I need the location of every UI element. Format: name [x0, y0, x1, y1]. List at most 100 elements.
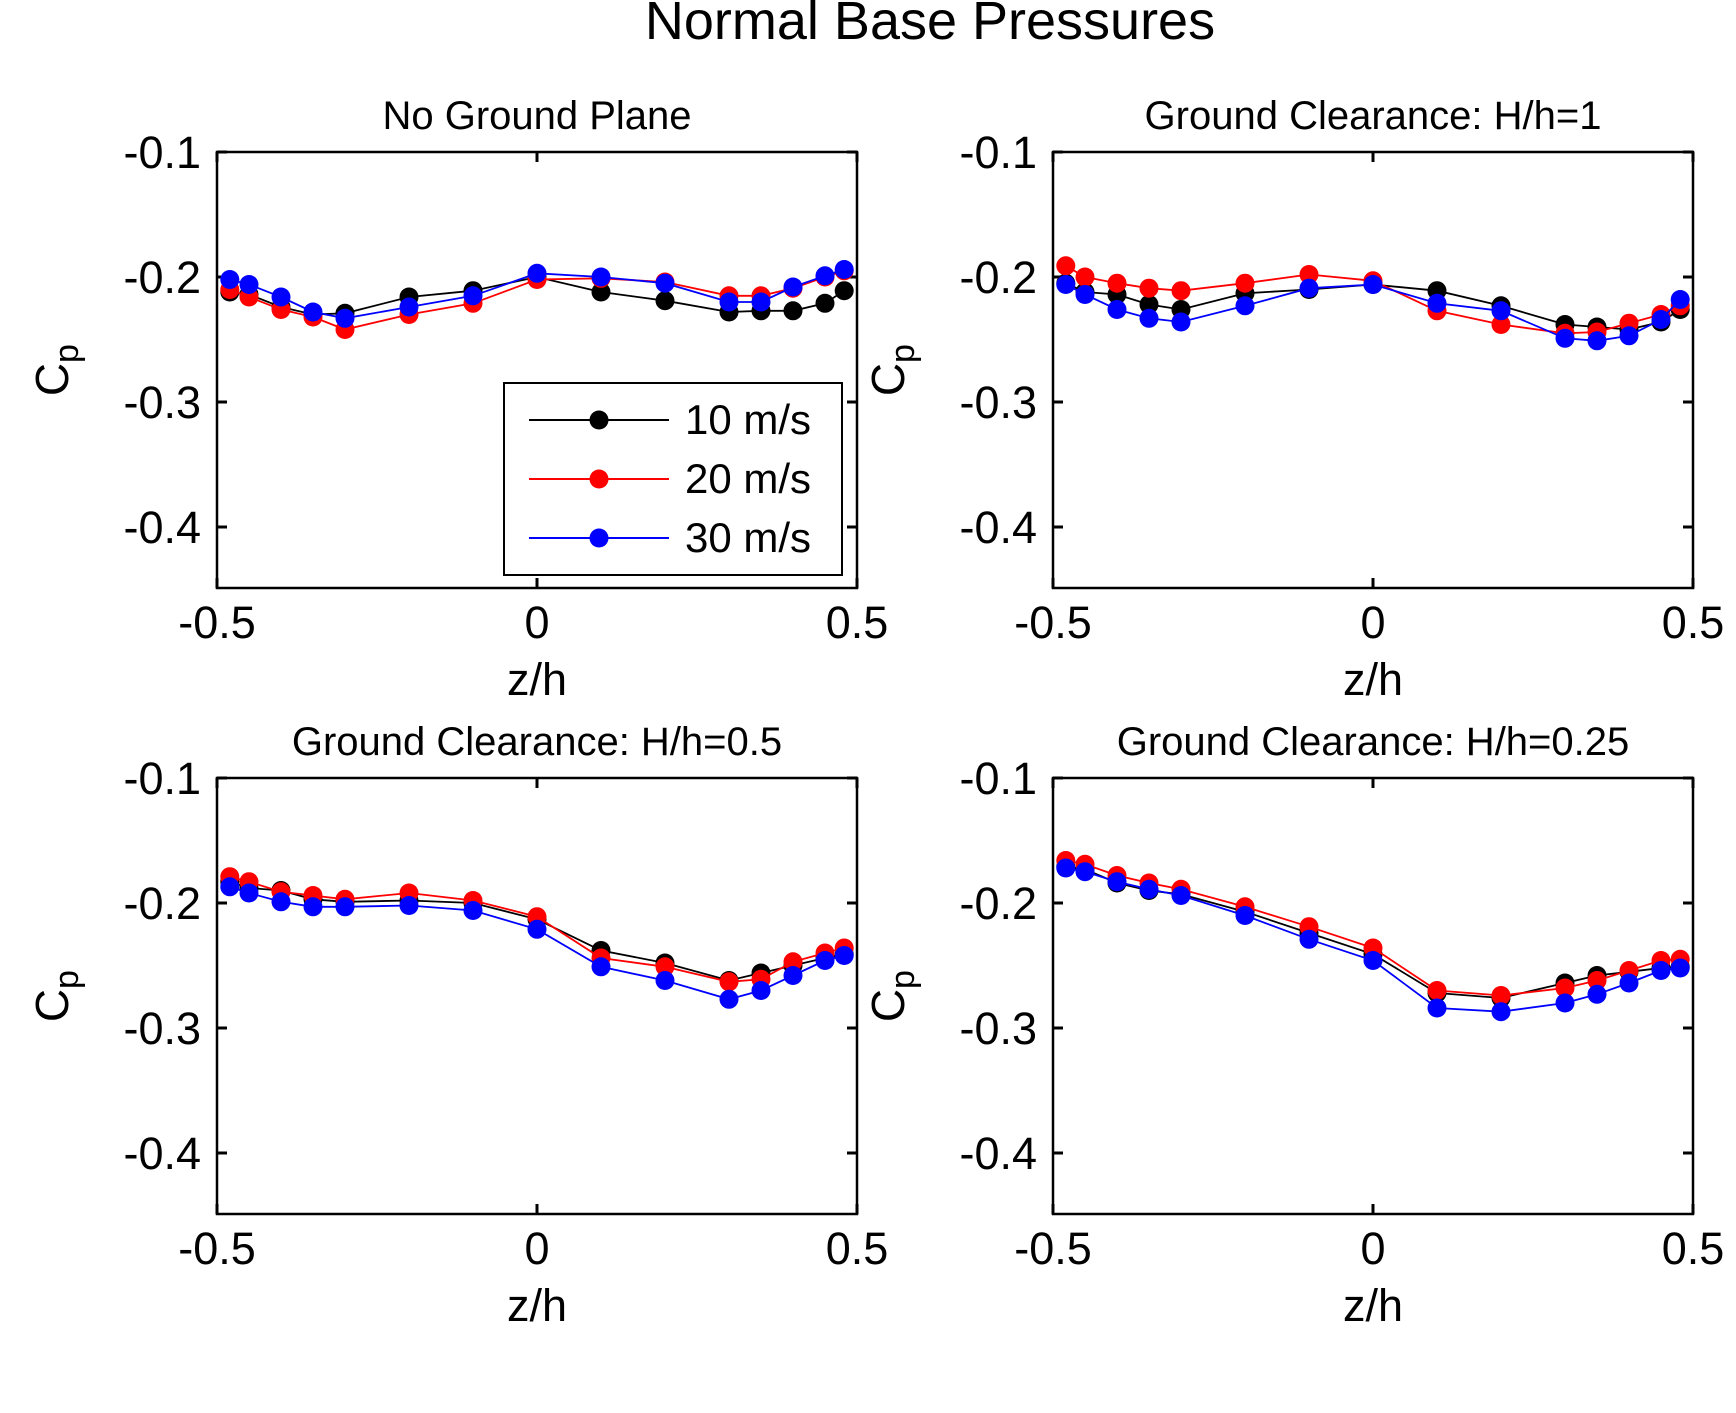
- subplot-title: No Ground Plane: [382, 94, 692, 138]
- data-point-marker: [1171, 281, 1191, 301]
- data-point-marker: [655, 957, 675, 977]
- legend-item-30ms: 30 m/s: [529, 514, 841, 562]
- y-tick-label: -0.4: [959, 1128, 1037, 1179]
- x-axis-label: z/h: [1342, 654, 1404, 705]
- data-point-marker: [719, 292, 739, 312]
- legend-item-20ms: 20 m/s: [529, 455, 841, 503]
- x-tick-label: -0.5: [178, 1223, 256, 1274]
- x-axis-label: z/h: [1342, 1280, 1404, 1331]
- data-point-marker: [1491, 986, 1511, 1005]
- data-point-marker: [1619, 326, 1639, 346]
- plot-area-ground-clearance-05: -0.5 0 0.5 -0.1 -0.2 -0.3 -0.4: [123, 753, 888, 1274]
- data-point-marker: [1619, 973, 1639, 993]
- data-point-marker: [1555, 978, 1575, 998]
- data-point-marker: [783, 301, 803, 321]
- legend-label-20ms: 20 m/s: [685, 454, 812, 502]
- y-axis-label: Cp: [25, 969, 87, 1023]
- data-point-marker: [1139, 879, 1159, 899]
- data-point-marker: [834, 946, 854, 965]
- data-point-marker: [1107, 273, 1127, 293]
- data-point-marker: [527, 919, 547, 939]
- data-point-marker: [527, 263, 547, 283]
- subplot-title: Ground Clearance: H/h=0.5: [291, 720, 783, 764]
- data-point-marker: [399, 896, 419, 915]
- data-point-marker: [591, 282, 611, 302]
- x-tick-label: 0: [524, 1223, 549, 1274]
- tick-labels: -0.5 0 0.5 -0.1 -0.2 -0.3 -0.4: [959, 127, 1724, 648]
- y-axis-label: Cp: [25, 343, 87, 397]
- series-20-m-s: [1056, 851, 1690, 1005]
- tick-labels: -0.5 0 0.5 -0.1 -0.2 -0.3 -0.4: [123, 753, 888, 1274]
- y-tick-label: -0.1: [123, 127, 201, 178]
- data-point-marker: [1299, 278, 1319, 298]
- data-point-marker: [239, 883, 259, 903]
- data-point-marker: [220, 270, 240, 289]
- data-point-marker: [1670, 290, 1690, 309]
- axis-box: [1051, 150, 1695, 590]
- legend-marker-20ms: [529, 469, 669, 489]
- y-tick-label: -0.1: [959, 753, 1037, 804]
- data-point-marker: [303, 897, 323, 917]
- x-tick-label: 0: [1360, 1223, 1385, 1274]
- y-tick-label: -0.2: [959, 878, 1037, 929]
- x-tick-label: -0.5: [1014, 597, 1092, 648]
- data-point-marker: [463, 901, 483, 920]
- y-tick-label: -0.2: [123, 878, 201, 929]
- data-point-marker: [655, 971, 675, 990]
- data-point-marker: [1555, 328, 1575, 348]
- x-tick-label: -0.5: [1014, 1223, 1092, 1274]
- x-tick-label: 0.5: [826, 597, 889, 648]
- plot-area-ground-clearance-1: -0.5 0 0.5 -0.1 -0.2 -0.3 -0.4: [959, 127, 1724, 648]
- data-point-marker: [1139, 278, 1159, 298]
- tick-labels: -0.5 0 0.5 -0.1 -0.2 -0.3 -0.4: [959, 753, 1724, 1274]
- data-point-marker: [1427, 998, 1447, 1018]
- data-point-marker: [783, 277, 803, 297]
- data-point-marker: [783, 966, 803, 985]
- y-tick-label: -0.4: [123, 1128, 201, 1179]
- plot-area-no-ground-plane: -0.5 0 0.5 -0.1 -0.2 -0.3 -0.4: [123, 127, 888, 648]
- data-point-marker: [335, 897, 355, 917]
- y-tick-label: -0.3: [959, 377, 1037, 428]
- data-point-marker: [271, 287, 291, 307]
- data-point-marker: [1107, 872, 1127, 892]
- data-point-marker: [303, 302, 323, 322]
- data-point-marker: [834, 281, 854, 301]
- data-point-marker: [1587, 971, 1607, 990]
- y-axis-label: Cp: [861, 969, 923, 1023]
- y-axis-label: Cp: [861, 343, 923, 397]
- x-tick-label: 0: [524, 597, 549, 648]
- data-point-marker: [655, 273, 675, 293]
- y-tick-label: -0.2: [959, 252, 1037, 303]
- data-point-marker: [1299, 265, 1319, 284]
- data-point-marker: [815, 266, 835, 286]
- y-tick-label: -0.1: [123, 753, 201, 804]
- series-30-m-s: [1056, 858, 1690, 1022]
- data-point-marker: [1491, 301, 1511, 321]
- data-point-marker: [751, 981, 771, 1000]
- subplot-ground-clearance-025: Ground Clearance: H/h=0.25 Cp -0.5 0 0.5 -0…: [862, 720, 1724, 1331]
- data-point-marker: [1075, 267, 1095, 287]
- series-30-m-s: [220, 877, 854, 1009]
- data-point-marker: [1171, 312, 1191, 332]
- data-point-marker: [1555, 993, 1575, 1013]
- data-point-marker: [1107, 300, 1127, 319]
- subplot-title: Ground Clearance: H/h=0.25: [1116, 720, 1630, 764]
- data-point-marker: [239, 275, 259, 294]
- data-point-marker: [1171, 886, 1191, 905]
- y-tick-label: -0.3: [123, 1003, 201, 1054]
- data-point-marker: [271, 892, 291, 912]
- data-point-marker: [751, 292, 771, 312]
- data-point-marker: [1427, 981, 1447, 1000]
- legend-marker-30ms: [529, 528, 669, 548]
- data-point-marker: [1075, 862, 1095, 882]
- data-point-marker: [463, 286, 483, 306]
- y-tick-label: -0.1: [959, 127, 1037, 178]
- data-point-marker: [1235, 296, 1255, 316]
- data-point-marker: [1235, 273, 1255, 293]
- data-point-marker: [815, 951, 835, 970]
- data-point-marker: [335, 308, 355, 328]
- data-point-marker: [834, 260, 854, 279]
- data-point-marker: [1235, 906, 1255, 925]
- y-tick-label: -0.3: [959, 1003, 1037, 1054]
